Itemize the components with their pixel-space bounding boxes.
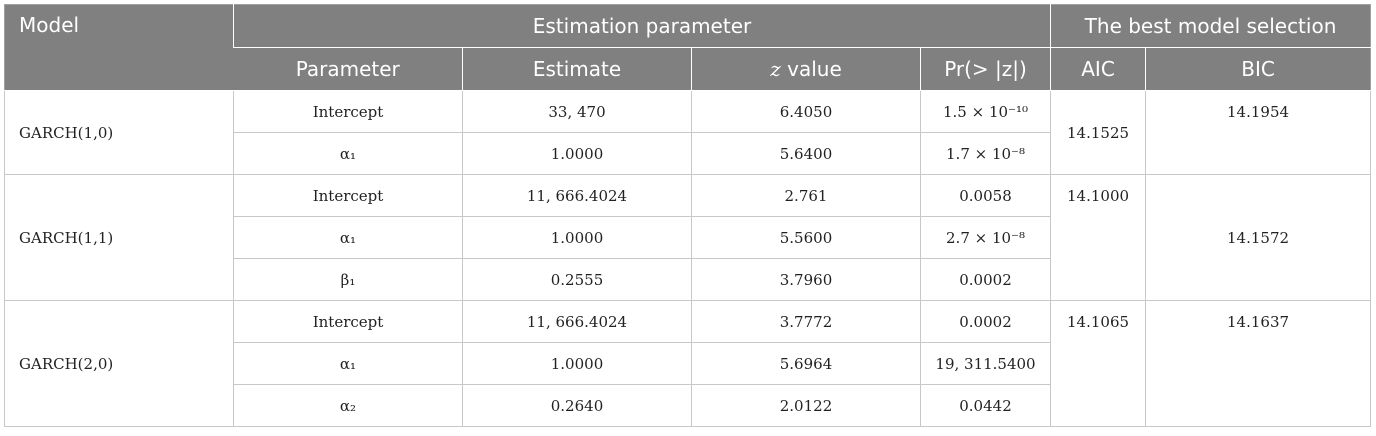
model-cell: GARCH(1,0)	[4, 90, 234, 175]
parameter-cell: β₁	[233, 258, 463, 301]
table-body: GARCH(1,0) Intercept 33, 470 6.4050 1.5 …	[4, 90, 1372, 427]
header-z-value: z value	[691, 47, 921, 91]
model-cell: GARCH(2,0)	[4, 300, 234, 427]
estimate-cell: 11, 666.4024	[462, 174, 692, 217]
z-value-cell: 6.4050	[691, 90, 921, 133]
bic-cell: 14.1572	[1145, 174, 1372, 301]
table-row: GARCH(1,0) Intercept 33, 470 6.4050 1.5 …	[4, 90, 1372, 175]
header-bic: BIC	[1145, 47, 1371, 91]
header-pr: Pr(> |z|)	[919, 47, 1051, 91]
z-value-cell: 3.7960	[691, 258, 921, 301]
pr-cell: 1.5 × 10⁻¹⁰	[919, 90, 1052, 133]
estimate-cell: 0.2555	[462, 258, 692, 301]
parameter-cell: α₂	[233, 384, 463, 427]
z-value-cell: 5.5600	[691, 216, 921, 259]
parameter-cell: Intercept	[233, 90, 463, 133]
pr-cell: 0.0442	[919, 384, 1052, 427]
estimate-cell: 1.0000	[462, 132, 692, 175]
estimate-cell: 0.2640	[462, 384, 692, 427]
table-row: α₂ 0.2640 2.0122 0.0442	[5, 384, 1371, 427]
model-cell: GARCH(1,1)	[4, 174, 234, 301]
parameter-cell: Intercept	[233, 300, 463, 343]
pr-cell: 2.7 × 10⁻⁸	[919, 216, 1052, 259]
table-row: α₁ 1.0000 5.5600 2.7 × 10⁻⁸	[5, 216, 1371, 259]
bic-cell: 14.1637	[1145, 300, 1372, 427]
header-estimation-parameter: Estimation parameter	[232, 4, 1051, 48]
header-model: Model	[4, 4, 234, 91]
results-table-container: Model Estimation parameter The best mode…	[4, 4, 1372, 427]
header-parameter: Parameter	[233, 47, 463, 91]
parameter-cell: α₁	[233, 342, 463, 385]
estimate-cell: 33, 470	[462, 90, 692, 133]
parameter-cell: Intercept	[233, 174, 463, 217]
table-row: GARCH(1,1) Intercept 11, 666.4024 2.761 …	[4, 174, 1372, 301]
header-aic: AIC	[1050, 47, 1146, 91]
table-header: Model Estimation parameter The best mode…	[4, 4, 1371, 91]
table-row: GARCH(2,0) Intercept 11, 666.4024 3.7772…	[4, 300, 1372, 427]
estimate-cell: 11, 666.4024	[462, 300, 692, 343]
header-best-model-selection: The best model selection	[1050, 4, 1371, 48]
aic-cell: 14.1525	[1050, 90, 1147, 175]
z-value-cell: 5.6964	[691, 342, 921, 385]
parameter-cell: α₁	[233, 216, 463, 259]
header-z-symbol: z	[770, 57, 781, 81]
table-row: β₁ 0.2555 3.7960 0.0002	[5, 258, 1371, 301]
pr-cell: 0.0002	[919, 258, 1052, 301]
z-value-cell: 3.7772	[691, 300, 921, 343]
pr-cell: 19, 311.5400	[919, 342, 1052, 385]
aic-cell: 14.1065	[1050, 300, 1147, 427]
pr-cell: 0.0002	[919, 300, 1052, 343]
pr-cell: 1.7 × 10⁻⁸	[919, 132, 1052, 175]
parameter-cell: α₁	[233, 132, 463, 175]
header-z-value-label: value	[780, 57, 842, 81]
estimate-cell: 1.0000	[462, 342, 692, 385]
estimate-cell: 1.0000	[462, 216, 692, 259]
aic-cell: 14.1000	[1050, 174, 1147, 301]
table-row: α₁ 1.0000 5.6400 1.7 × 10⁻⁸	[5, 132, 1371, 175]
z-value-cell: 5.6400	[691, 132, 921, 175]
garch-results-table: Model Estimation parameter The best mode…	[4, 4, 1372, 427]
pr-cell: 0.0058	[919, 174, 1052, 217]
z-value-cell: 2.761	[691, 174, 921, 217]
bic-cell: 14.1954	[1145, 90, 1372, 175]
header-estimate: Estimate	[462, 47, 692, 91]
table-row: α₁ 1.0000 5.6964 19, 311.5400	[5, 342, 1371, 385]
z-value-cell: 2.0122	[691, 384, 921, 427]
